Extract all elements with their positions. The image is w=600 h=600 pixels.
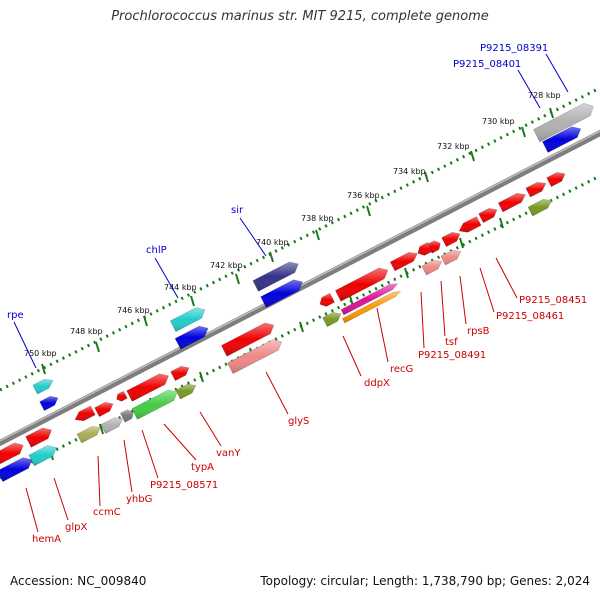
gene-track: [0, 102, 594, 483]
upper-tick-line: [0, 86, 600, 392]
gene-label[interactable]: glpX: [65, 522, 87, 533]
gene-label[interactable]: P9215_08451: [519, 295, 587, 306]
gene-label[interactable]: sir: [231, 205, 244, 216]
gene-arrow-shading: [25, 427, 52, 448]
gene-arrow-shading: [335, 268, 388, 302]
top-leaders: [13, 53, 569, 369]
gene-arrow-shading: [0, 443, 24, 464]
gene-label[interactable]: typA: [191, 462, 214, 473]
gene-arrow-shading: [421, 260, 442, 275]
gene-arrow-shading: [32, 379, 53, 394]
gene-arrow-shading: [221, 323, 274, 357]
gene-label[interactable]: vanY: [216, 448, 241, 459]
gene-label[interactable]: tsf: [445, 337, 458, 348]
ruler-label: 750 kbp: [24, 349, 57, 358]
gene-arrow-shading: [126, 373, 169, 402]
genome-title: Prochlorococcus marinus str. MIT 9215, c…: [111, 9, 489, 24]
gene-arrow-shading: [260, 279, 303, 308]
gene-arrow-shading: [170, 307, 205, 332]
ruler-label: 746 kbp: [117, 306, 150, 315]
ruler-label: 730 kbp: [482, 117, 515, 126]
topology-text: Topology: circular; Length: 1,738,790 bp…: [260, 574, 590, 588]
gene-arrow-shading: [546, 172, 565, 187]
ruler-label: 736 kbp: [347, 191, 380, 200]
gene-label[interactable]: ddpX: [364, 378, 390, 389]
gene-label[interactable]: P9215_08491: [418, 350, 486, 361]
gene-label[interactable]: P9215_08401: [453, 59, 521, 70]
gene-label[interactable]: recG: [390, 364, 413, 375]
gene-label[interactable]: glyS: [288, 416, 309, 427]
gene-arrow-shading: [120, 409, 134, 423]
gene-label[interactable]: P9215_08391: [480, 43, 548, 54]
accession-text: Accession: NC_009840: [10, 574, 147, 588]
gene-arrow-shading: [28, 445, 57, 466]
gene-label[interactable]: yhbG: [126, 494, 152, 505]
gene-arrow-shading: [175, 384, 196, 399]
ruler-label: 744 kbp: [164, 283, 197, 292]
gene-arrow-shading: [77, 426, 101, 443]
gene-label[interactable]: ccmC: [93, 507, 121, 518]
gene-arrow-shading: [478, 208, 497, 223]
gene-arrow-shading: [459, 216, 482, 233]
bottom-leaders: [25, 257, 518, 533]
gene-arrow-shading: [390, 252, 418, 271]
gene-label[interactable]: P9215_08571: [150, 480, 218, 491]
gene-arrow-shading: [341, 283, 398, 315]
gene-label[interactable]: chlP: [146, 245, 167, 256]
gene-arrow-shading: [170, 366, 189, 381]
gene-label[interactable]: rpsB: [467, 326, 490, 337]
gene-arrow-shading: [528, 199, 552, 216]
gene-arrow-shading: [116, 391, 128, 402]
gene-arrow-shading: [319, 293, 335, 307]
gene-arrow-shading: [322, 312, 341, 327]
ruler-label: 734 kbp: [393, 167, 426, 176]
ruler-label: 740 kbp: [256, 238, 289, 247]
ruler-label: 732 kbp: [437, 142, 470, 151]
gene-arrow-shading: [227, 339, 282, 374]
gene-arrow-shading: [525, 182, 546, 197]
gene-arrow-shading: [533, 103, 594, 142]
ruler-label: 742 kbp: [210, 261, 243, 270]
gene-arrow-shading: [342, 291, 401, 323]
ruler-label: 738 kbp: [301, 214, 334, 223]
ruler-label: 728 kbp: [528, 91, 561, 100]
gene-label[interactable]: hemA: [32, 534, 61, 545]
gene-arrow-shading: [175, 326, 209, 350]
gene-arrow-shading: [252, 261, 299, 292]
gene-arrow-shading: [75, 406, 96, 421]
gene-arrow-shading: [39, 396, 58, 411]
gene-arrow-shading: [542, 126, 581, 153]
gene-arrow-shading: [498, 193, 526, 212]
ruler-label: 748 kbp: [70, 327, 103, 336]
gene-arrow-shading: [441, 232, 460, 247]
gene-label[interactable]: rpe: [7, 310, 24, 321]
gene-arrow-shading: [0, 457, 32, 482]
gene-arrow-shading: [100, 417, 123, 434]
gene-arrow-shading: [417, 242, 433, 256]
gene-label[interactable]: P9215_08461: [496, 311, 564, 322]
gene-arrow-shading: [94, 402, 113, 417]
gene-arrow-shading: [131, 389, 178, 420]
gene-arrow-shading: [440, 250, 461, 265]
